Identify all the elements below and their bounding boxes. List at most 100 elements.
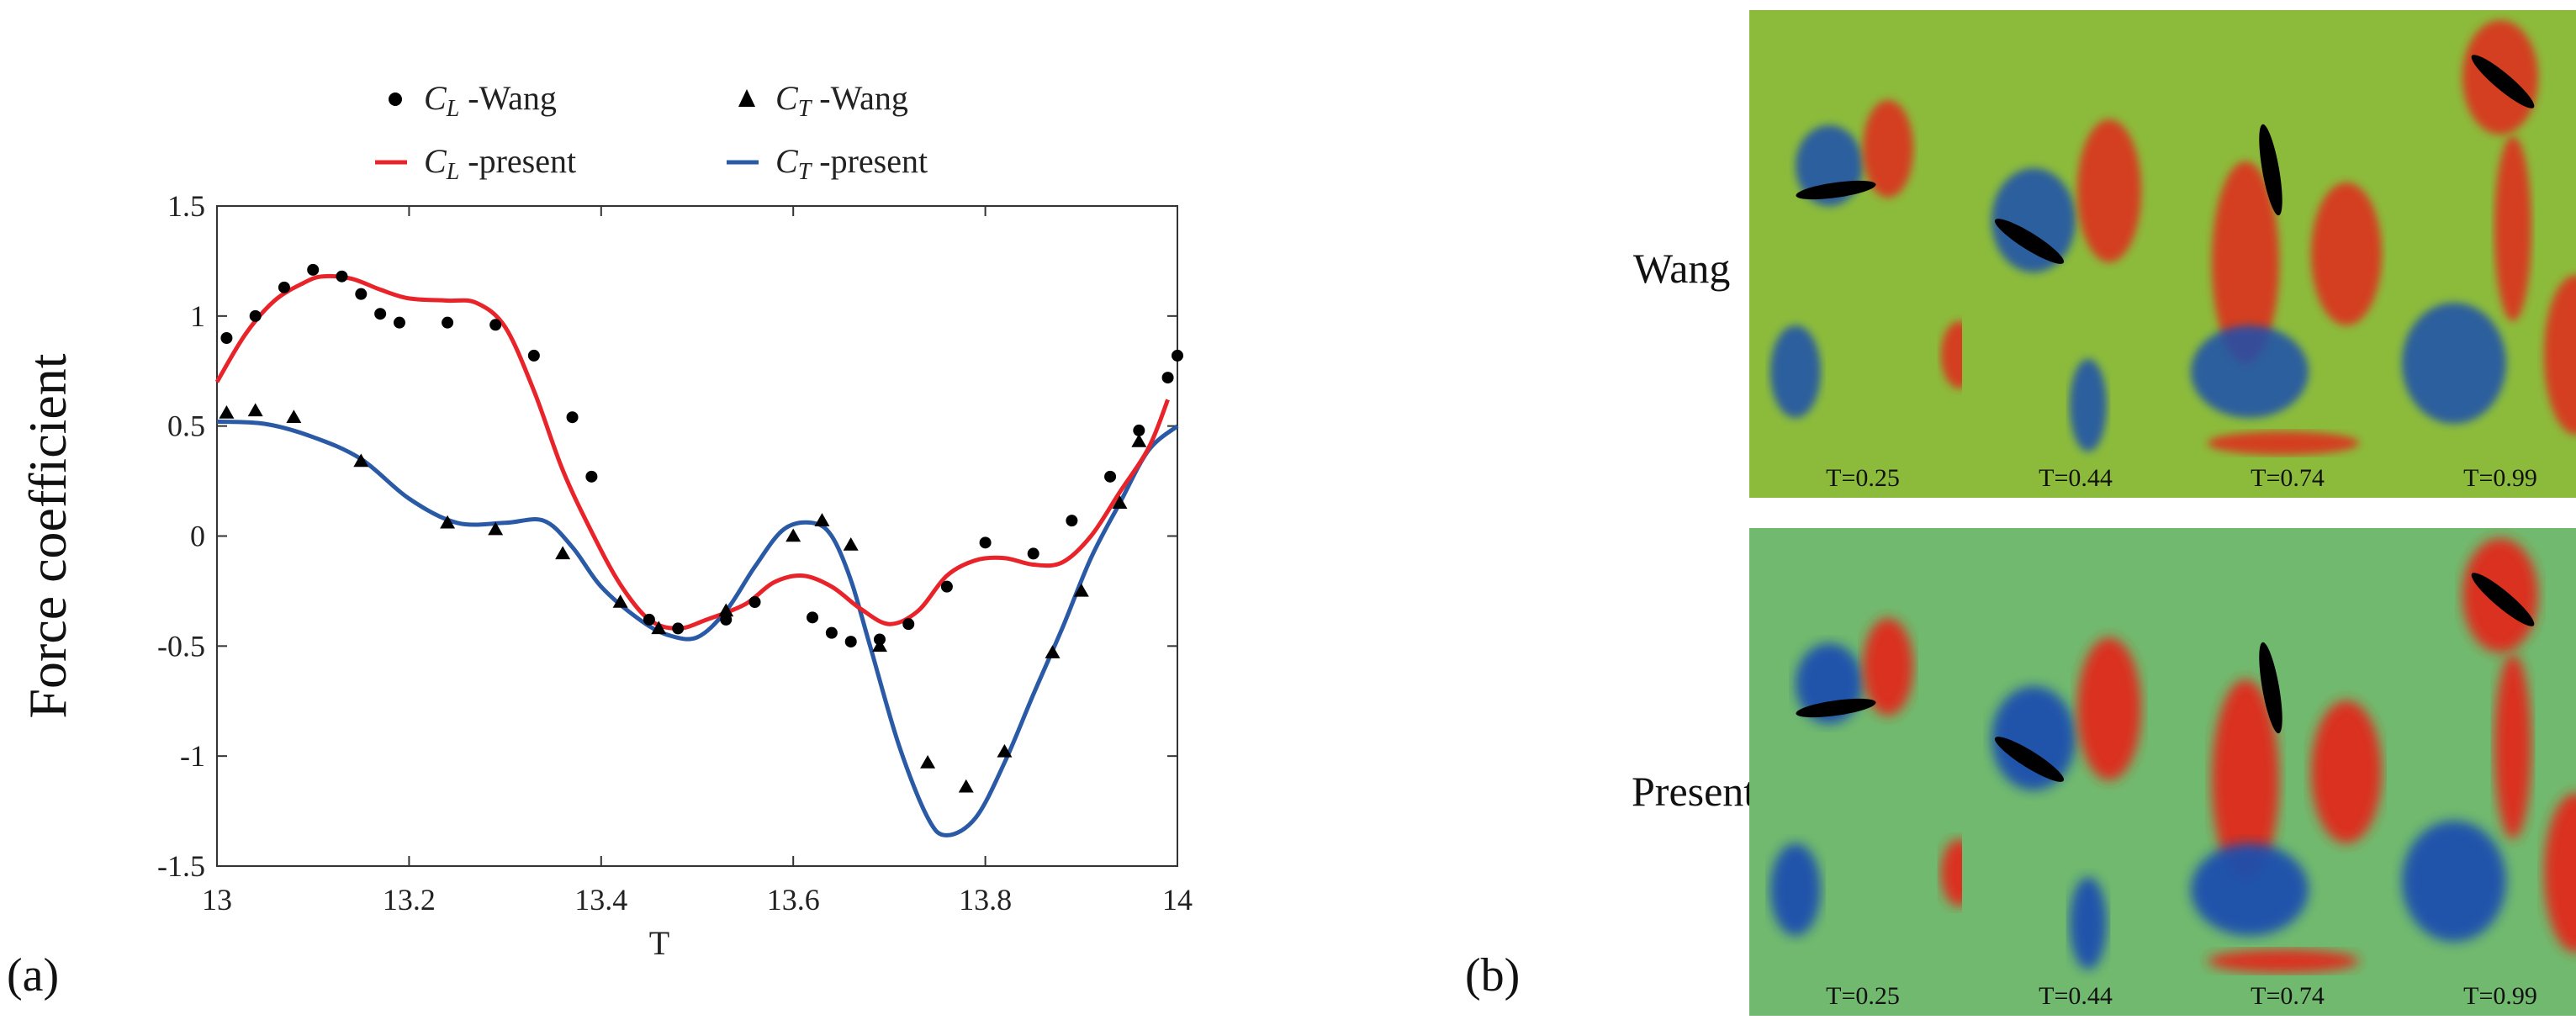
- wing-body: [2471, 55, 2535, 108]
- ct-wang-point: [718, 603, 734, 617]
- cl-wang-point: [748, 596, 761, 608]
- cl-wang-point: [844, 636, 857, 648]
- cl-wang-point: [1027, 547, 1039, 560]
- legend-entry-cl_present: CL -present: [424, 142, 576, 185]
- vorticity-image: [1770, 100, 1976, 418]
- series-ct-present-line: [216, 419, 1179, 837]
- time-label: T=0.99: [2463, 982, 2537, 1010]
- cl-wang-point: [1172, 349, 1183, 362]
- vorticity-image: [2402, 538, 2576, 953]
- negative-vortex: [2402, 821, 2506, 942]
- positive-vortex: [2311, 182, 2382, 325]
- ct-wang-point: [843, 536, 859, 551]
- cl-wang-point: [355, 288, 368, 300]
- wing-body: [2471, 573, 2535, 626]
- time-label: T=0.25: [1826, 464, 1900, 492]
- cl-wang-point: [902, 618, 915, 631]
- cl-wang-point: [374, 308, 387, 320]
- cl-wang-point: [1161, 372, 1174, 384]
- ct-wang-point: [1131, 433, 1147, 447]
- plot-frame: [216, 205, 1178, 867]
- row-label-present: Present: [1632, 768, 1756, 815]
- negative-vortex: [2191, 843, 2309, 936]
- ct-wang-point: [785, 528, 801, 542]
- positive-vortex: [2212, 161, 2279, 363]
- positive-vortex: [1863, 100, 1913, 198]
- ct-wang-point: [488, 521, 504, 536]
- negative-vortex: [1770, 325, 1821, 418]
- vorticity-field-wang-3: T=0.74: [2174, 10, 2401, 498]
- ct-wang-point: [814, 513, 830, 526]
- vorticity-image: [2402, 20, 2576, 435]
- wing-body: [2259, 124, 2282, 216]
- negative-vortex: [1992, 168, 2076, 272]
- ct-wang-point: [871, 638, 887, 653]
- panel-a-label: (a): [7, 949, 60, 1001]
- positive-vortex: [2311, 700, 2382, 843]
- legend-entry-cl_wang: CL -Wang: [424, 79, 557, 122]
- panel-b-label: (b): [1465, 949, 1521, 1001]
- cl-wang-point: [442, 316, 454, 329]
- cl-wang-point: [336, 270, 348, 283]
- positive-vortex: [2077, 637, 2141, 780]
- vorticity-field-present-4: T=0.99: [2387, 528, 2576, 1016]
- ct-wang-point: [1045, 645, 1061, 658]
- cl-wang-point: [1133, 424, 1145, 436]
- y-tick-label: 0: [190, 520, 205, 553]
- cl-wang-point: [220, 332, 233, 344]
- ct-wang-point: [920, 755, 936, 769]
- legend-entry-ct_present: CT -present: [775, 142, 928, 185]
- cl-wang-point: [807, 611, 819, 624]
- time-label: T=0.44: [2039, 982, 2113, 1010]
- negative-vortex: [2070, 877, 2107, 970]
- negative-vortex: [2070, 359, 2107, 452]
- negative-vortex: [2402, 303, 2506, 424]
- cl-wang-point: [720, 613, 733, 626]
- ct-wang-point: [353, 453, 369, 468]
- y-tick-label: 1.5: [167, 189, 205, 223]
- positive-vortex: [2494, 136, 2531, 321]
- negative-vortex: [1770, 843, 1821, 936]
- vorticity-field-present-3: T=0.74: [2174, 528, 2401, 1016]
- x-tick-label: 13.4: [574, 883, 627, 917]
- cl-wang-point: [278, 281, 290, 293]
- ct-wang-point: [997, 743, 1013, 758]
- y-tick-label: -1.5: [157, 849, 205, 883]
- wing-body: [1994, 737, 2065, 782]
- cl-wang-point: [979, 536, 992, 549]
- vorticity-image: [2191, 642, 2382, 973]
- time-label: T=0.99: [2463, 464, 2537, 492]
- wing-body: [1994, 219, 2065, 264]
- vorticity-image: [1770, 618, 1976, 936]
- wing-body: [1796, 180, 1876, 200]
- cl-wang-point: [1066, 515, 1078, 527]
- ct-wang-point: [1112, 495, 1128, 509]
- positive-vortex: [1863, 618, 1913, 716]
- x-tick-label: 13.2: [383, 883, 436, 917]
- time-label: T=0.44: [2039, 464, 2113, 492]
- series-cl-present-line: [214, 273, 1170, 631]
- cl-wang-point: [249, 309, 262, 322]
- cl-wang-point: [825, 626, 838, 639]
- cl-wang-point: [643, 613, 655, 626]
- cl-wang-point: [1104, 470, 1117, 483]
- y-tick-label: 1: [190, 299, 205, 333]
- vorticity-field-wang-2: T=0.44: [1962, 10, 2189, 498]
- positive-vortex: [2544, 275, 2576, 435]
- vorticity-image: [1992, 637, 2141, 970]
- legend-marker-circle: [389, 92, 402, 106]
- ct-wang-point: [286, 409, 302, 423]
- y-axis-label: Force coefficient: [18, 353, 77, 718]
- y-tick-label: 0.5: [167, 409, 205, 443]
- legend-marker-triangle: [738, 89, 755, 107]
- ct-wang-point: [651, 621, 667, 635]
- row-label-wang: Wang: [1633, 245, 1731, 292]
- vorticity-field-wang-1: T=0.25: [1749, 10, 1976, 498]
- cl-wang-point: [940, 580, 953, 593]
- wing-body: [2259, 642, 2282, 734]
- ct-wang-point: [958, 779, 974, 793]
- cl-wang-point: [393, 316, 405, 329]
- cl-wang-point: [566, 411, 579, 424]
- ct-wang-point: [612, 594, 628, 608]
- time-label: T=0.25: [1826, 982, 1900, 1010]
